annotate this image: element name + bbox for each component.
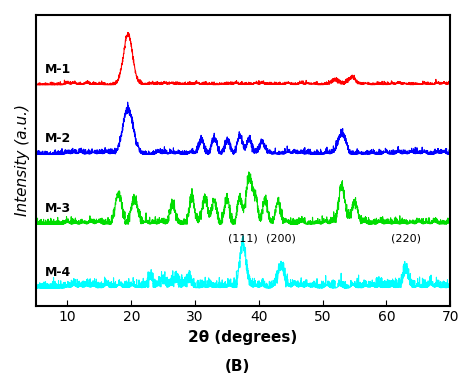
Text: (111): (111) <box>228 234 258 244</box>
Text: M-2: M-2 <box>45 132 72 145</box>
X-axis label: 2θ (degrees): 2θ (degrees) <box>188 330 298 345</box>
Text: M-3: M-3 <box>45 202 71 215</box>
Text: (220): (220) <box>391 234 420 244</box>
Text: M-1: M-1 <box>45 63 72 75</box>
Y-axis label: Intensity (a.u.): Intensity (a.u.) <box>15 104 30 216</box>
Text: (200): (200) <box>266 234 296 244</box>
Text: (B): (B) <box>224 359 250 374</box>
Text: M-4: M-4 <box>45 266 72 279</box>
